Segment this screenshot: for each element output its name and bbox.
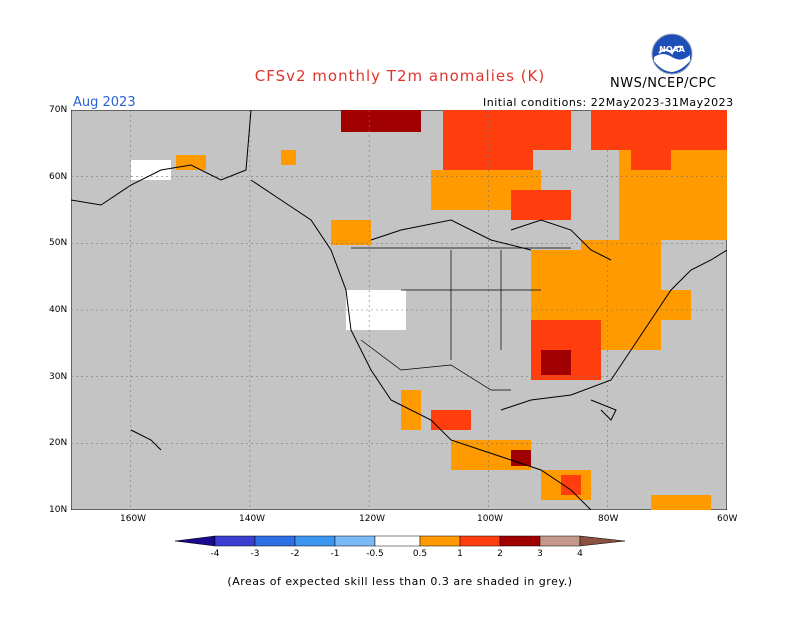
lat-label-40n: 40N (49, 305, 68, 315)
lon-label-60w: 60W (717, 514, 738, 524)
anomaly-map (70, 109, 728, 511)
lat-label-60n: 60N (49, 172, 68, 182)
lat-label-10n: 10N (49, 505, 68, 515)
colorbar-label: -4 (211, 549, 220, 559)
colorbar-label: -2 (291, 549, 300, 559)
lon-label-80w: 80W (598, 514, 619, 524)
lon-label-120w: 120W (359, 514, 386, 524)
graticule (71, 110, 727, 510)
colorbar-label: -3 (251, 549, 260, 559)
initial-conditions: Initial conditions: 22May2023-31May2023 (483, 96, 734, 109)
lon-label-140w: 140W (239, 514, 266, 524)
lon-label-100w: 100W (477, 514, 504, 524)
colorbar-label: -1 (331, 549, 340, 559)
colorbar-label: -0.5 (366, 549, 384, 559)
forecast-month: Aug 2023 (73, 95, 136, 110)
noaa-logo: NOAA (651, 33, 693, 75)
colorbar-label: 3 (537, 549, 543, 559)
chart-title: CFSv2 monthly T2m anomalies (K) (254, 67, 546, 85)
lon-label-160w: 160W (120, 514, 147, 524)
agency-label: NWS/NCEP/CPC (610, 76, 717, 91)
noaa-logo-text: NOAA (659, 45, 685, 54)
lat-label-30n: 30N (49, 372, 68, 382)
anomaly-fields (131, 110, 727, 510)
borders (351, 247, 571, 391)
lat-label-50n: 50N (49, 238, 68, 248)
coastlines (70, 109, 728, 511)
lat-label-70n: 70N (49, 105, 68, 115)
colorbar-label: 2 (497, 549, 503, 559)
colorbar-label: 4 (577, 549, 583, 559)
skill-footnote: (Areas of expected skill less than 0.3 a… (227, 575, 573, 588)
lat-label-20n: 20N (49, 438, 68, 448)
colorbar-label: 0.5 (413, 549, 427, 559)
colorbar: -4 -3 -2 -1 -0.5 0.5 1 2 3 4 (174, 533, 626, 559)
colorbar-label: 1 (457, 549, 463, 559)
